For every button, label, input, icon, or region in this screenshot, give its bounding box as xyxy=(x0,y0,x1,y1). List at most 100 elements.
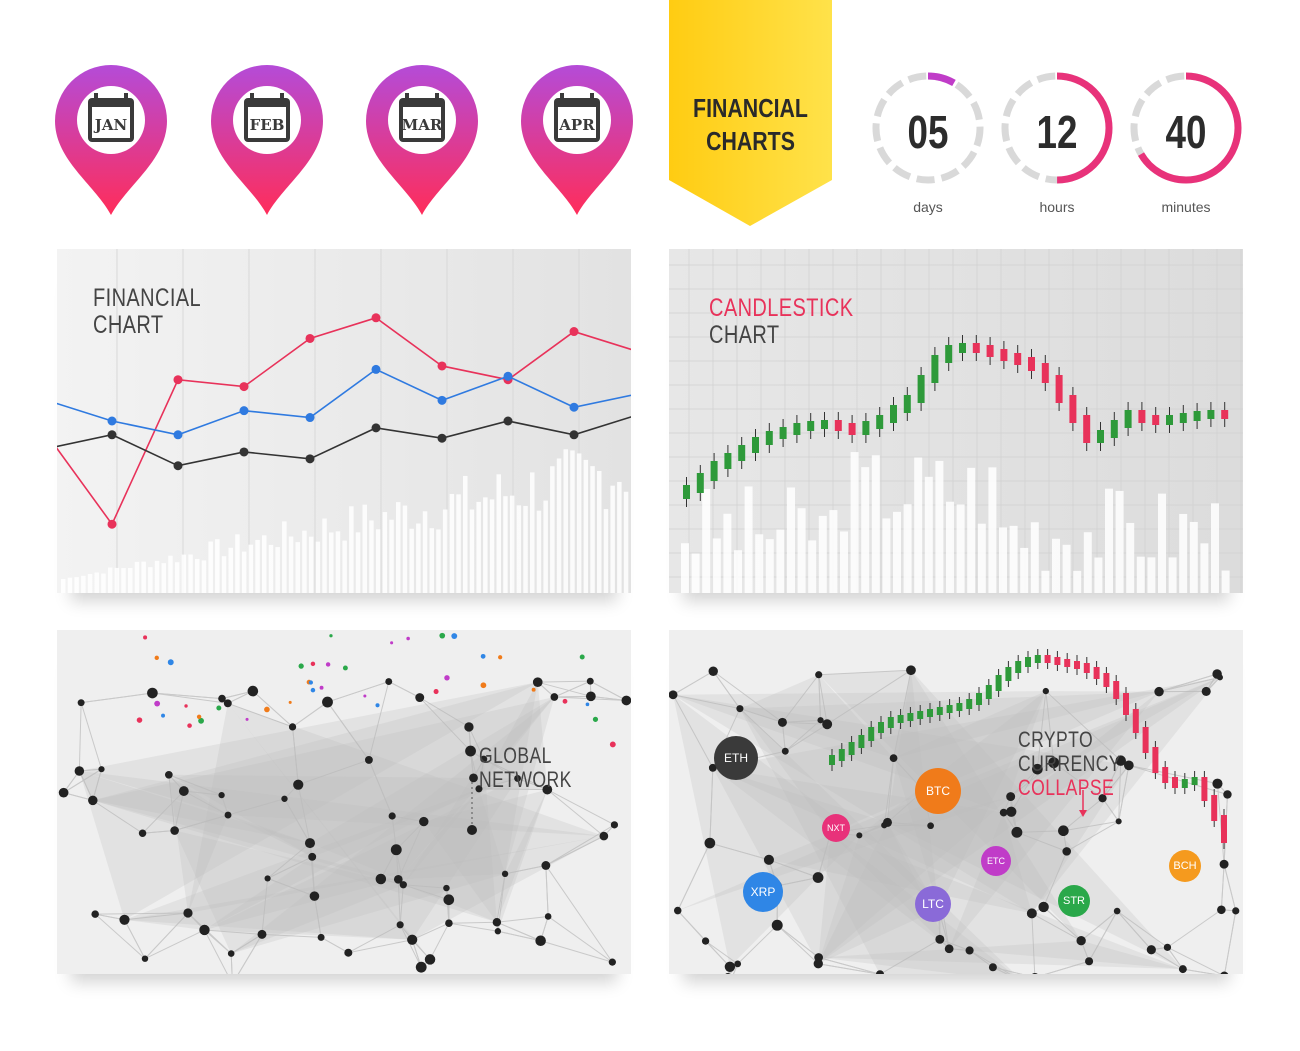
volume-bar xyxy=(797,508,806,593)
mesh-node xyxy=(475,785,483,793)
mesh-node xyxy=(875,970,885,974)
candle-body xyxy=(931,355,939,383)
volume-bar xyxy=(1009,525,1018,593)
mesh-node xyxy=(1011,826,1023,838)
candle-body xyxy=(1124,410,1132,428)
timer-caption: hours xyxy=(1039,199,1075,215)
mesh-triangle xyxy=(818,796,1011,964)
volume-bar xyxy=(1189,521,1198,593)
mesh-node xyxy=(927,822,934,830)
mesh-line xyxy=(497,930,541,942)
mesh-triangle xyxy=(893,691,1160,759)
mesh-node xyxy=(1220,971,1229,974)
candle-body xyxy=(1083,663,1090,673)
map-pin-mar[interactable]: MAR xyxy=(366,65,478,215)
data-point xyxy=(569,402,579,412)
mesh-node xyxy=(1032,763,1043,775)
mesh-line xyxy=(1102,797,1120,822)
volume-bar xyxy=(610,485,615,593)
mesh-line xyxy=(879,938,941,974)
map-pin-jan[interactable]: JAN xyxy=(55,65,167,215)
mesh-line xyxy=(478,777,518,790)
mesh-line xyxy=(261,878,269,935)
mesh-line xyxy=(545,865,613,963)
volume-bar xyxy=(369,520,374,593)
volume-bar xyxy=(503,496,508,593)
volume-bar xyxy=(476,501,481,593)
mesh-node xyxy=(1062,847,1071,856)
mesh-line xyxy=(590,680,627,701)
volume-bar xyxy=(255,539,260,593)
volume-bar xyxy=(1094,557,1103,593)
mesh-line xyxy=(124,912,189,921)
volume-bar xyxy=(295,542,300,593)
volume-bar xyxy=(402,505,408,593)
mesh-node xyxy=(1042,687,1049,695)
mesh-line xyxy=(1102,765,1130,799)
mesh-node xyxy=(399,881,407,889)
mesh-node xyxy=(393,875,403,884)
global-network-title: GLOBAL NETWORK xyxy=(479,744,572,792)
mesh-node xyxy=(999,808,1008,817)
candle-body xyxy=(1069,395,1077,423)
timer-value: 05 xyxy=(907,106,949,158)
mesh-node xyxy=(164,770,173,779)
data-point xyxy=(239,382,249,392)
mesh-line xyxy=(992,966,1009,974)
volume-bar xyxy=(329,532,334,593)
mesh-line xyxy=(144,912,189,960)
mesh-node xyxy=(293,779,304,790)
mesh-node xyxy=(396,921,404,929)
volume-bar xyxy=(241,551,247,593)
volume-bar xyxy=(1083,532,1092,593)
mesh-line xyxy=(78,770,94,801)
candle-body xyxy=(1044,655,1051,663)
mesh-line xyxy=(1167,909,1222,948)
mesh-line xyxy=(540,940,613,963)
volume-bar xyxy=(1052,538,1060,593)
mesh-node xyxy=(673,906,682,915)
candle-body xyxy=(945,345,953,363)
mesh-line xyxy=(1045,691,1055,763)
mesh-line xyxy=(297,784,311,844)
mesh-node xyxy=(856,832,863,839)
title-line-1: CRYPTO xyxy=(1018,727,1094,752)
mesh-triangle xyxy=(124,836,604,940)
banner-line-2: CHARTS xyxy=(706,126,795,156)
map-pin-feb[interactable]: FEB xyxy=(211,65,323,215)
mesh-node xyxy=(170,826,179,835)
data-point xyxy=(503,371,513,381)
mesh-line xyxy=(776,924,819,958)
mesh-node xyxy=(1115,818,1122,825)
confetti-dot xyxy=(498,655,503,660)
candle-body xyxy=(1211,795,1218,821)
candle-body xyxy=(936,707,943,715)
data-point xyxy=(503,416,513,426)
map-pin-apr[interactable]: APR xyxy=(521,65,633,215)
volume-bar xyxy=(536,510,542,593)
mesh-line xyxy=(392,815,424,823)
mesh-line xyxy=(78,702,82,771)
confetti-dot xyxy=(480,653,486,659)
candle-body xyxy=(696,473,704,493)
mesh-node xyxy=(138,829,147,837)
mesh-node xyxy=(281,795,288,802)
candle-body xyxy=(907,713,914,721)
mesh-line xyxy=(230,933,263,955)
coin-xrp: XRP xyxy=(743,872,783,912)
mesh-line xyxy=(92,799,143,834)
mesh-line xyxy=(883,758,895,826)
volume-bar xyxy=(342,540,347,593)
volume-bar xyxy=(840,531,848,593)
mesh-triangle xyxy=(423,789,548,923)
coin-nxt: NXT xyxy=(822,814,850,842)
mesh-line xyxy=(496,921,541,942)
mesh-node xyxy=(304,838,316,849)
mesh-node xyxy=(1032,972,1038,974)
banner-line-1: FINANCIAL xyxy=(693,93,808,123)
mesh-node xyxy=(1006,806,1017,817)
mesh-line xyxy=(142,790,185,834)
volume-bar xyxy=(396,502,401,593)
candle-body xyxy=(1097,430,1104,443)
volume-bar xyxy=(416,523,421,593)
